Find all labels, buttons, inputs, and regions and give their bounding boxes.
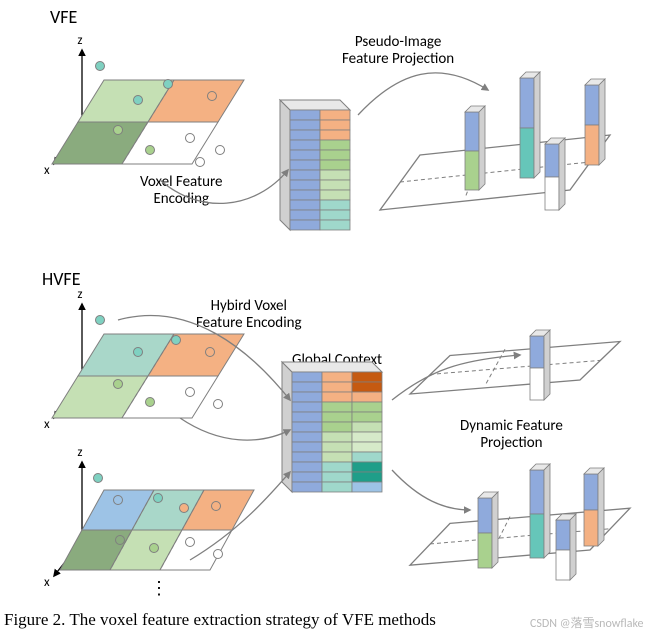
hvfe-g1-arrow xyxy=(180,418,290,440)
hvfe-voxel-grid-bottom xyxy=(60,474,254,571)
svg-text:x: x xyxy=(44,163,50,178)
hvfe-plane-top xyxy=(410,330,620,400)
hvfe-out2 xyxy=(392,470,470,510)
svg-text:z: z xyxy=(77,287,82,302)
vfe-pseudo-image-plane xyxy=(380,72,610,210)
hvfe-feature-stack xyxy=(282,362,382,492)
svg-text:x: x xyxy=(44,575,50,590)
vfe-feature-stack xyxy=(280,100,350,230)
svg-text:z: z xyxy=(77,33,82,48)
hvfe-voxel-grid-top xyxy=(52,316,244,419)
hvfe-plane-bottom xyxy=(410,464,630,580)
vfe-voxel-grid xyxy=(52,62,244,167)
figure-svg: zyx zyx zyx xyxy=(0,0,656,634)
svg-text:x: x xyxy=(44,417,50,432)
vfe-vfe-arrow xyxy=(160,170,288,203)
svg-text:z: z xyxy=(77,445,82,460)
